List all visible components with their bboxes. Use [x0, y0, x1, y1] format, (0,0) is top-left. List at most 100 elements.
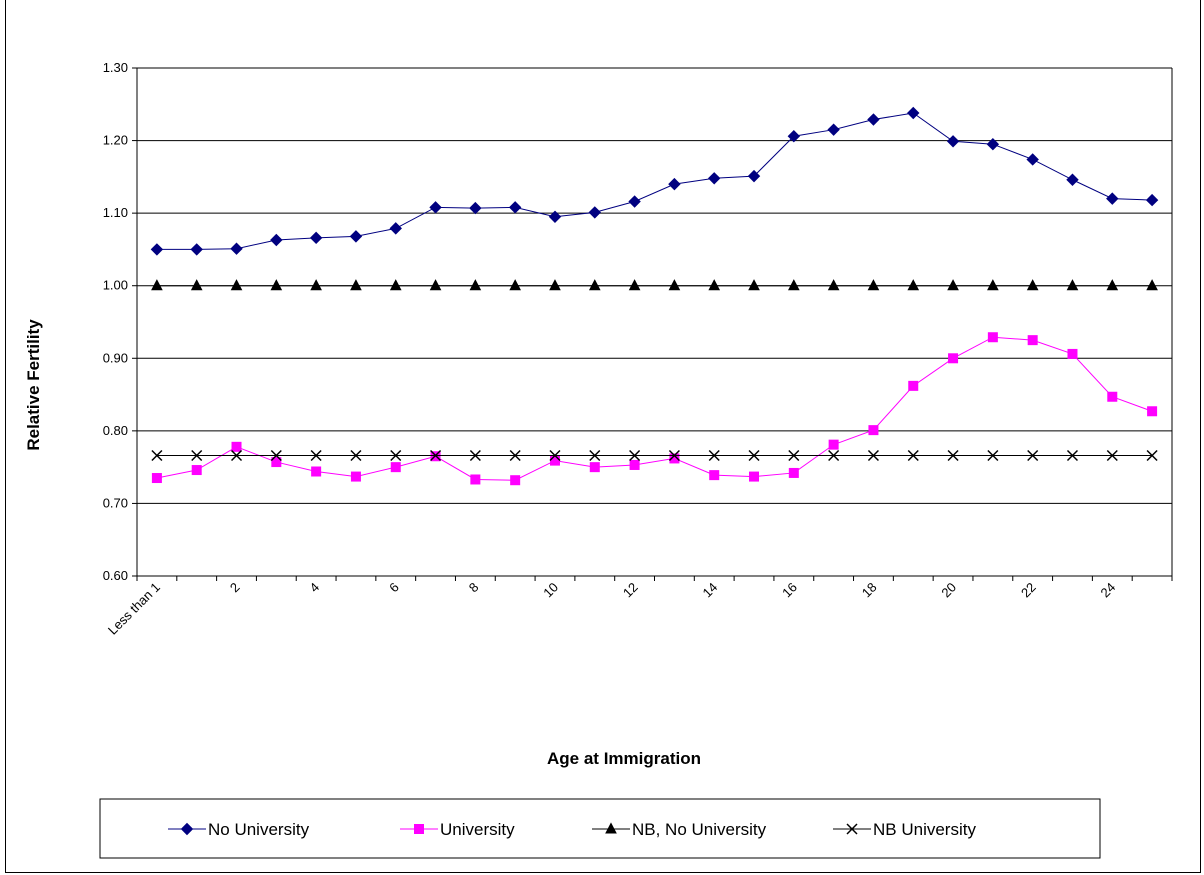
y-tick-label: 0.60	[103, 568, 128, 583]
data-point	[668, 177, 681, 191]
x-tick-label: 22	[1018, 580, 1039, 601]
data-point	[1066, 450, 1079, 462]
data-point	[589, 462, 600, 473]
data-point	[510, 475, 521, 486]
data-point	[350, 471, 361, 482]
data-point	[231, 441, 242, 452]
data-point	[907, 106, 920, 120]
data-point	[1107, 391, 1118, 402]
data-point	[310, 450, 322, 462]
series-diamond	[150, 106, 1159, 256]
data-point	[469, 450, 481, 462]
data-point	[548, 210, 562, 223]
x-tick-label: 12	[620, 580, 641, 601]
x-tick-label: 16	[779, 580, 800, 601]
data-point	[908, 380, 919, 391]
data-point	[230, 279, 243, 291]
data-point	[390, 450, 402, 462]
data-point	[828, 439, 839, 450]
data-point	[470, 474, 481, 485]
data-point	[469, 201, 482, 215]
data-point	[350, 450, 362, 462]
x-tick-label: 24	[1098, 580, 1119, 601]
data-point	[867, 450, 879, 462]
data-point	[509, 279, 522, 291]
x-tick-label: 6	[386, 580, 402, 596]
data-point	[709, 470, 720, 481]
data-point	[828, 450, 840, 462]
data-point	[1027, 335, 1038, 346]
data-point	[191, 465, 202, 476]
data-point	[1147, 406, 1158, 417]
legend-label: NB, No University	[632, 820, 767, 839]
data-point	[628, 279, 641, 291]
gridlines	[137, 67, 1172, 577]
data-point	[948, 353, 959, 364]
y-axis-title: Relative Fertility	[24, 319, 43, 451]
x-axis-title: Age at Immigration	[547, 749, 701, 768]
data-point	[907, 450, 919, 462]
legend-marker	[414, 824, 424, 834]
data-point	[787, 130, 801, 143]
series-cross	[151, 450, 1158, 462]
chart-frame	[5, 0, 1201, 873]
data-point	[747, 169, 761, 183]
legend-label: No University	[208, 820, 310, 839]
data-point	[946, 135, 960, 148]
data-point	[748, 279, 760, 291]
data-point	[708, 172, 721, 185]
axes	[132, 67, 1173, 581]
data-point	[1067, 348, 1078, 359]
legend-marker	[605, 822, 617, 834]
data-point	[1066, 279, 1079, 291]
data-point	[349, 230, 363, 243]
x-tick-label: 10	[540, 580, 561, 601]
data-point	[549, 450, 561, 462]
data-point	[350, 279, 362, 291]
data-point	[588, 206, 601, 219]
legend-marker	[180, 822, 194, 836]
data-point	[788, 450, 800, 462]
series-square	[151, 332, 1158, 486]
data-point	[1145, 193, 1159, 207]
data-point	[787, 279, 800, 291]
data-point	[1106, 279, 1119, 291]
legend-marker	[846, 823, 858, 835]
data-point	[668, 450, 680, 462]
x-tick-label: 14	[699, 580, 720, 601]
data-point	[549, 279, 561, 291]
data-point	[151, 473, 162, 484]
data-point	[508, 201, 522, 214]
data-point	[907, 279, 920, 291]
data-point	[230, 242, 243, 255]
data-point	[429, 279, 442, 291]
x-tick-label: 2	[227, 580, 243, 596]
data-point	[311, 466, 322, 477]
data-point	[1106, 192, 1119, 205]
data-point	[629, 450, 641, 462]
data-point	[867, 113, 880, 126]
data-point	[1146, 450, 1158, 462]
data-point	[509, 450, 521, 462]
data-point	[1026, 279, 1039, 291]
series-layer	[150, 106, 1159, 486]
data-point	[151, 450, 163, 462]
data-point	[469, 279, 482, 291]
data-point	[309, 231, 323, 245]
data-point	[151, 279, 163, 291]
data-point	[429, 201, 442, 214]
data-point	[986, 137, 1000, 151]
data-point	[389, 279, 402, 291]
data-point	[669, 453, 680, 464]
legend: No University University NB, No University…	[99, 798, 1101, 859]
data-point	[749, 471, 760, 482]
x-tick-label: 8	[466, 580, 482, 596]
data-point	[708, 450, 720, 462]
y-tick-label: 1.20	[103, 133, 128, 148]
data-point	[987, 279, 999, 291]
data-point	[270, 450, 282, 462]
data-point	[947, 450, 959, 462]
data-point	[827, 279, 840, 291]
data-point	[1027, 450, 1039, 462]
